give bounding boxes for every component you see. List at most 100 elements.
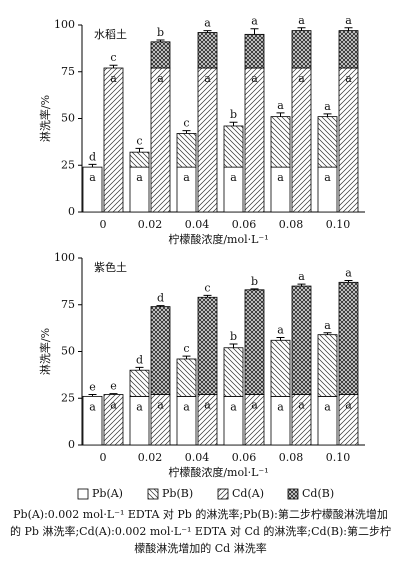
panel-label: 水稻土 (94, 28, 127, 41)
significance-letter: a (251, 15, 258, 28)
error-bar (88, 163, 97, 168)
bar-segment (197, 32, 218, 69)
legend-swatch (147, 488, 159, 500)
y-tick-label: 25 (61, 158, 75, 171)
error-bar (203, 30, 212, 33)
bar-segment (317, 116, 338, 168)
significance-letter: a (230, 171, 237, 184)
x-tick-label: 0.08 (279, 218, 304, 231)
x-tick-label: 0.10 (326, 218, 351, 231)
significance-letter: a (157, 399, 164, 412)
significance-letter: c (183, 117, 189, 130)
significance-letter: a (204, 399, 211, 412)
significance-letter: e (110, 380, 117, 393)
significance-letter: a (277, 99, 284, 112)
error-bar (135, 366, 144, 371)
significance-letter: e (89, 381, 96, 394)
significance-letter: a (298, 14, 305, 27)
y-axis-label: 淋洗率/% (38, 328, 52, 375)
legend-label: Pb(B) (162, 487, 193, 500)
legend-swatch (77, 488, 89, 500)
error-bar (250, 28, 259, 35)
significance-letter: d (136, 353, 143, 366)
y-tick-label: 0 (68, 438, 75, 451)
error-bar (323, 113, 332, 117)
x-tick-label: 0.02 (138, 451, 163, 464)
significance-letter: a (277, 400, 284, 413)
error-bar (135, 147, 144, 153)
error-bar (156, 305, 165, 307)
legend-swatch (217, 488, 229, 500)
bar-segment (338, 30, 359, 69)
significance-letter: a (183, 400, 190, 413)
significance-letter: a (277, 171, 284, 184)
chart: 0255075100淋洗率/%水稻土柠檬酸浓度/mol·L⁻¹0daca0.02… (38, 14, 365, 500)
significance-letter: c (204, 281, 210, 294)
figure: 0 25 50 75 100 淋洗率/% 水稻土 柠檬酸浓度/mol·L⁻¹ 0 d a c a 0.02… (10, 14, 391, 555)
x-tick-label: 0 (100, 218, 107, 231)
significance-letter: a (251, 72, 258, 85)
error-bar (203, 294, 212, 298)
error-bar (250, 288, 259, 290)
significance-letter: d (89, 150, 96, 163)
bar-segment (176, 358, 197, 397)
y-tick-label: 100 (54, 251, 75, 264)
significance-letter: a (157, 72, 164, 85)
bar-segment (103, 67, 124, 213)
significance-letter: a (89, 400, 96, 413)
bar-segment (270, 116, 291, 168)
significance-letter: a (204, 17, 211, 30)
error-bar (182, 130, 191, 134)
error-bar (276, 336, 285, 341)
significance-letter: d (157, 292, 164, 305)
significance-letter: a (136, 171, 143, 184)
y-tick-label: 50 (61, 345, 75, 358)
y-tick-label: 25 (61, 391, 75, 404)
y-tick-label: 0 (68, 205, 75, 218)
bar-segment (270, 339, 291, 397)
caption: Pb(A):0.002 mol·L⁻¹ EDTA 对 Pb 的淋洗率;Pb(B)… (10, 508, 391, 555)
error-bar (229, 343, 238, 348)
bar-segment (317, 334, 338, 397)
x-tick-label: 0.06 (232, 451, 257, 464)
significance-letter: a (324, 400, 331, 413)
legend-swatch (287, 488, 299, 500)
significance-letter: a (345, 14, 352, 27)
significance-letter: c (183, 342, 189, 355)
error-bar (297, 283, 306, 287)
y-tick-label: 75 (61, 298, 75, 311)
error-bar (88, 394, 97, 397)
significance-letter: b (230, 108, 237, 121)
significance-letter: a (345, 399, 352, 412)
significance-letter: a (110, 399, 117, 412)
significance-letter: a (345, 266, 352, 279)
x-tick-label: 0.08 (279, 451, 304, 464)
significance-letter: b (230, 330, 237, 343)
significance-letter: b (251, 275, 258, 288)
bar-segment (291, 67, 312, 213)
bar-segment (223, 125, 244, 168)
error-bar (229, 121, 238, 126)
significance-letter: a (324, 171, 331, 184)
significance-letter: a (183, 171, 190, 184)
bar-segment (244, 67, 265, 213)
y-axis-label: 淋洗率/% (38, 95, 52, 142)
bar-segment (176, 133, 197, 168)
significance-letter: a (230, 400, 237, 413)
error-bar (344, 279, 353, 283)
y-tick-label: 100 (54, 18, 75, 31)
legend-label: Pb(A) (92, 487, 123, 500)
error-bar (109, 64, 118, 69)
x-tick-label: 0 (100, 451, 107, 464)
significance-letter: a (136, 400, 143, 413)
bar-segment (244, 289, 265, 395)
significance-letter: a (204, 72, 211, 85)
significance-letter: a (110, 72, 117, 85)
bar-segment (291, 285, 312, 395)
x-tick-label: 0.04 (185, 451, 210, 464)
bar-segment (291, 30, 312, 69)
bar-segment (197, 296, 218, 395)
error-bar (109, 393, 118, 395)
x-tick-label: 0.06 (232, 218, 257, 231)
bar-segment (150, 41, 171, 69)
